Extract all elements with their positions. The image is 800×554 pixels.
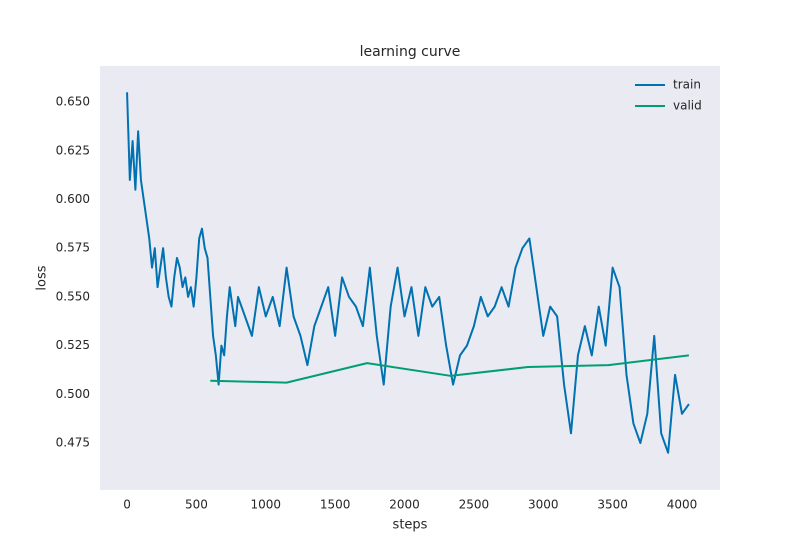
chart-title: learning curve [360, 44, 461, 60]
x-tick-label: 3000 [528, 498, 559, 512]
legend-label: valid [673, 99, 702, 113]
y-tick-label: 0.625 [56, 143, 90, 157]
y-tick-label: 0.475 [56, 436, 90, 450]
line [210, 354, 690, 384]
y-tick-label: 0.500 [56, 387, 90, 401]
y-tick-label: 0.600 [56, 192, 90, 206]
x-tick-label: 500 [185, 498, 208, 512]
x-tick-label: 3500 [597, 498, 628, 512]
plot-area [100, 66, 720, 490]
x-tick-label: 1500 [320, 498, 351, 512]
y-tick-label: 0.550 [56, 289, 90, 303]
y-tick-label: 0.525 [56, 338, 90, 352]
y-tick-label: 0.650 [56, 95, 90, 109]
x-tick-label: 0 [123, 498, 131, 512]
line [126, 92, 690, 454]
x-tick-label: 1000 [251, 498, 282, 512]
x-tick-label: 2500 [459, 498, 490, 512]
y-axis-label: loss [35, 265, 50, 290]
legend-label: train [673, 78, 701, 92]
x-tick-label: 2000 [389, 498, 420, 512]
x-tick-label: 4000 [667, 498, 698, 512]
x-axis-label: steps [393, 518, 428, 533]
y-tick-label: 0.575 [56, 241, 90, 255]
